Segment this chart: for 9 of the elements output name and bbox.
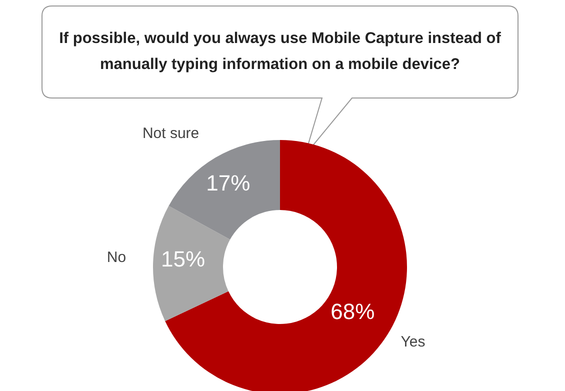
- data-label: 68%: [330, 298, 375, 324]
- donut-slice: [168, 140, 280, 240]
- slice-label: Not sure: [142, 125, 200, 142]
- data-label: 15%: [161, 246, 206, 272]
- slice-label: Yes: [400, 333, 426, 350]
- slice-label: No: [106, 248, 126, 266]
- chart-title: If possible, would you always use Mobile Capture instead of manually typing information on a mobile device?: [58, 29, 502, 75]
- data-label: 17%: [206, 170, 250, 196]
- donut-slice: [153, 206, 230, 322]
